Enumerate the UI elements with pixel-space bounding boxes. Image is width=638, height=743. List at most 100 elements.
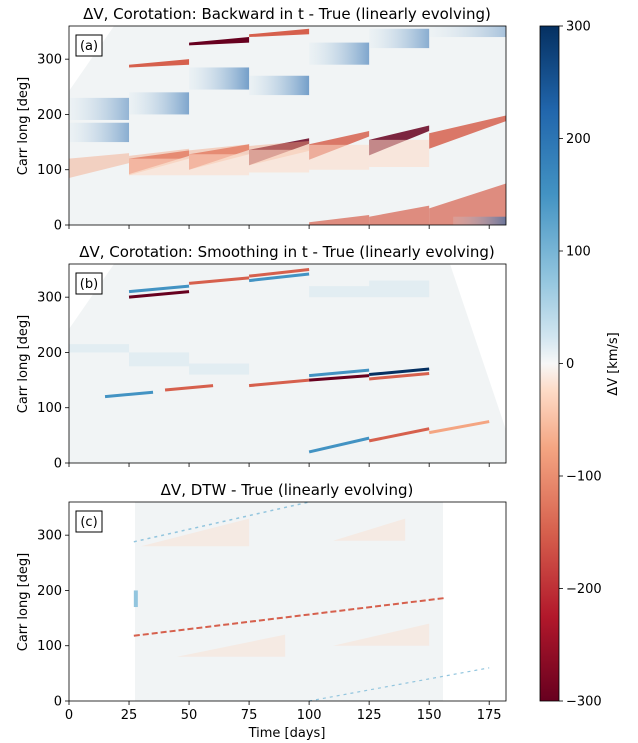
cb-tick-label-200: 200 bbox=[566, 132, 591, 147]
panel-b-axes: 0 100 200 300 bbox=[37, 291, 490, 472]
panel-b-title: ΔV, Corotation: Smoothing in t - True (l… bbox=[79, 243, 495, 261]
xtick-label-175: 175 bbox=[477, 708, 502, 723]
dtw-faint-3 bbox=[177, 634, 286, 657]
panel-b-marks bbox=[69, 268, 490, 454]
xtick-label-150: 150 bbox=[417, 708, 442, 723]
xtick-label-125: 125 bbox=[357, 708, 382, 723]
cb-tick-label--300: −300 bbox=[566, 695, 602, 710]
pale-red-1 bbox=[189, 154, 250, 176]
panel-c-ylabel: Carr long [deg] bbox=[16, 553, 31, 651]
pale-red-0 bbox=[129, 158, 190, 176]
panel-a-axes: 0 100 200 300 bbox=[37, 53, 490, 234]
band-3 bbox=[248, 272, 310, 283]
band-8 bbox=[308, 374, 370, 382]
band-7 bbox=[248, 378, 310, 388]
ytick-label-200: 200 bbox=[37, 584, 62, 599]
ytick-label-100: 100 bbox=[37, 401, 62, 416]
bottom-red-1 bbox=[369, 205, 430, 225]
ytick-label-200: 200 bbox=[37, 346, 62, 361]
dtw-faint-0 bbox=[141, 518, 250, 547]
panel-c-label-box bbox=[75, 510, 103, 533]
colorbar: −300 −200 −100 0 100 200 300 ΔV [km/s] bbox=[539, 20, 621, 710]
bottom-red-0 bbox=[309, 215, 370, 225]
dtw-blue-spot bbox=[133, 590, 138, 608]
panel-c-axes: 0 100 200 300 0 25 50 75 100 125 150 175 bbox=[37, 529, 501, 723]
panel-a-ylabel: Carr long [deg] bbox=[16, 77, 31, 175]
panel-a-data-region bbox=[69, 26, 506, 225]
ytick-label-300: 300 bbox=[37, 53, 62, 68]
cb-tick-label-100: 100 bbox=[566, 245, 591, 260]
panel-a-label: (a) bbox=[80, 39, 98, 54]
panel-b-data-region bbox=[69, 264, 506, 463]
colorbar-ticks: −300 −200 −100 0 100 200 300 bbox=[559, 20, 602, 710]
band-1 bbox=[188, 276, 250, 285]
cb-tick-label--100: −100 bbox=[566, 470, 602, 485]
xtick-label-25: 25 bbox=[121, 708, 138, 723]
blue-tile-4 bbox=[309, 42, 370, 65]
panel-c-title: ΔV, DTW - True (linearly evolving) bbox=[161, 481, 414, 499]
band-11 bbox=[308, 368, 370, 378]
cb-tick-label--200: −200 bbox=[566, 582, 602, 597]
pale-blue-b-4 bbox=[369, 280, 430, 298]
band-6 bbox=[164, 384, 214, 392]
ridge-red-5 bbox=[429, 115, 506, 149]
upper-red-2 bbox=[249, 28, 310, 38]
panel-b-label: (b) bbox=[80, 277, 98, 292]
ytick-label-0: 0 bbox=[54, 695, 62, 710]
ytick-label-100: 100 bbox=[37, 639, 62, 654]
panel-a: ΔV, Corotation: Backward in t - True (li… bbox=[16, 5, 507, 234]
ytick-label-0: 0 bbox=[54, 219, 62, 234]
band-2 bbox=[248, 268, 310, 278]
cb-tick-label-300: 300 bbox=[566, 20, 591, 35]
cb-tick-label-0: 0 bbox=[566, 357, 574, 372]
panel-c-data-region bbox=[135, 502, 443, 701]
panel-b-ylabel: Carr long [deg] bbox=[16, 315, 31, 413]
blue-tile-6 bbox=[429, 26, 506, 38]
bottom-red-2 bbox=[429, 183, 506, 225]
xtick-label-100: 100 bbox=[297, 708, 322, 723]
panel-a-label-box bbox=[75, 34, 103, 57]
pale-red-2 bbox=[249, 149, 310, 173]
dtw-red-diagonal bbox=[133, 597, 444, 637]
panel-c-xlabel: Time [days] bbox=[248, 726, 326, 741]
band-14 bbox=[428, 420, 490, 435]
blue-tile-7 bbox=[69, 97, 130, 120]
band-13 bbox=[368, 427, 430, 443]
dtw-bottom-diagonal bbox=[309, 667, 490, 702]
panel-c: ΔV, DTW - True (linearly evolving) 0 100 2… bbox=[16, 481, 507, 741]
ytick-label-200: 200 bbox=[37, 108, 62, 123]
panel-b: ΔV, Corotation: Smoothing in t - True (l… bbox=[16, 243, 507, 472]
pale-blue-b-0 bbox=[69, 344, 130, 353]
blue-tile-8 bbox=[453, 216, 506, 225]
blue-tile-5 bbox=[369, 28, 430, 49]
dtw-faint-2 bbox=[333, 623, 430, 646]
colorbar-gradient bbox=[539, 25, 560, 702]
ytick-label-300: 300 bbox=[37, 529, 62, 544]
upper-red-1 bbox=[189, 37, 250, 46]
lower-red-0 bbox=[69, 153, 130, 179]
dtw-faint-1 bbox=[333, 518, 406, 541]
band-10 bbox=[368, 371, 430, 381]
pale-blue-b-2 bbox=[189, 363, 250, 375]
xtick-label-50: 50 bbox=[181, 708, 198, 723]
panel-c-frame bbox=[68, 501, 507, 702]
band-9 bbox=[368, 367, 430, 377]
colorbar-label: ΔV [km/s] bbox=[606, 332, 621, 395]
ytick-label-300: 300 bbox=[37, 291, 62, 306]
blue-tile-0 bbox=[69, 122, 130, 143]
upper-red-0 bbox=[129, 59, 190, 68]
blue-tile-2 bbox=[189, 67, 250, 90]
band-5 bbox=[104, 390, 154, 399]
ytick-label-0: 0 bbox=[54, 457, 62, 472]
panel-c-label: (c) bbox=[80, 515, 97, 530]
band-4 bbox=[128, 284, 190, 294]
panel-b-frame bbox=[68, 263, 507, 464]
xtick-label-75: 75 bbox=[241, 708, 258, 723]
pale-blue-b-3 bbox=[309, 286, 370, 298]
xtick-label-0: 0 bbox=[65, 708, 73, 723]
band-0 bbox=[128, 290, 190, 299]
pale-red-3 bbox=[309, 144, 370, 170]
blue-tile-1 bbox=[129, 92, 190, 115]
pale-red-4 bbox=[369, 139, 430, 167]
